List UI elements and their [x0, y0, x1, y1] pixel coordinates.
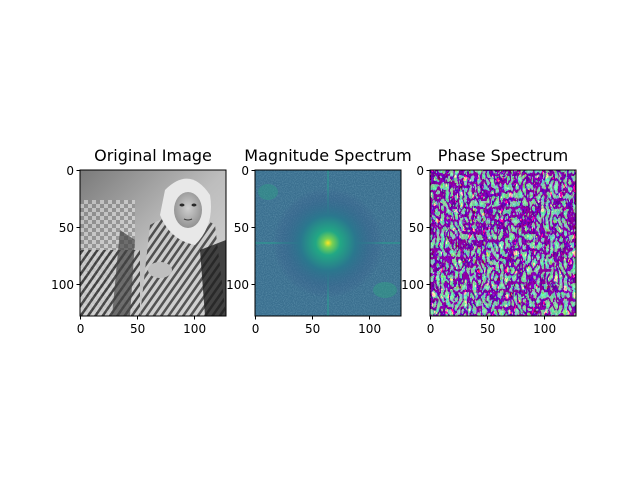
- x-tick-label: 50: [130, 322, 145, 336]
- x-tick-label: 100: [183, 322, 206, 336]
- x-tick-label: 50: [480, 322, 495, 336]
- x-tick-label: 100: [358, 322, 381, 336]
- original-image: [80, 170, 226, 316]
- axes-original-image: Original Image 0 50 100 0 50 100: [51, 146, 227, 336]
- axes-frame: [429, 169, 577, 317]
- x-ticks: 0 50 100: [77, 316, 206, 336]
- magnitude-highlight-upper-left: [258, 184, 278, 200]
- y-tick-label: 0: [416, 164, 424, 178]
- axes-frame: [254, 169, 402, 317]
- x-ticks: 0 50 100: [427, 316, 556, 336]
- y-tick-label: 50: [59, 221, 74, 235]
- x-tick-label: 100: [533, 322, 556, 336]
- y-ticks: 0 50 100: [401, 164, 430, 292]
- y-tick-label: 0: [66, 164, 74, 178]
- y-tick-label: 50: [234, 221, 249, 235]
- magnitude-center-peak: [273, 188, 383, 298]
- y-tick-label: 100: [401, 278, 424, 292]
- magnitude-spectrum-image: [255, 170, 401, 316]
- phase-spectrum-image: [430, 170, 576, 316]
- chart-title: Magnitude Spectrum: [244, 146, 411, 165]
- barbara-photo-icon: [80, 170, 226, 316]
- x-tick-label: 0: [427, 322, 435, 336]
- axes-magnitude-spectrum: Magnitude Spectrum 0 50 100 0 50 100: [226, 146, 412, 336]
- chart-title: Original Image: [94, 146, 212, 165]
- x-tick-label: 50: [305, 322, 320, 336]
- x-tick-label: 0: [252, 322, 260, 336]
- magnitude-highlight-lower-right: [373, 282, 397, 298]
- x-tick-label: 0: [77, 322, 85, 336]
- axes-frame: [79, 169, 227, 317]
- y-tick-label: 100: [226, 278, 249, 292]
- y-tick-label: 100: [51, 278, 74, 292]
- chart-title: Phase Spectrum: [438, 146, 568, 165]
- y-ticks: 0 50 100: [226, 164, 255, 292]
- y-ticks: 0 50 100: [51, 164, 80, 292]
- axes-phase-spectrum: Phase Spectrum 0 50 100 0 50 100: [401, 146, 577, 336]
- y-tick-label: 0: [241, 164, 249, 178]
- y-tick-label: 50: [409, 221, 424, 235]
- x-ticks: 0 50 100: [252, 316, 381, 336]
